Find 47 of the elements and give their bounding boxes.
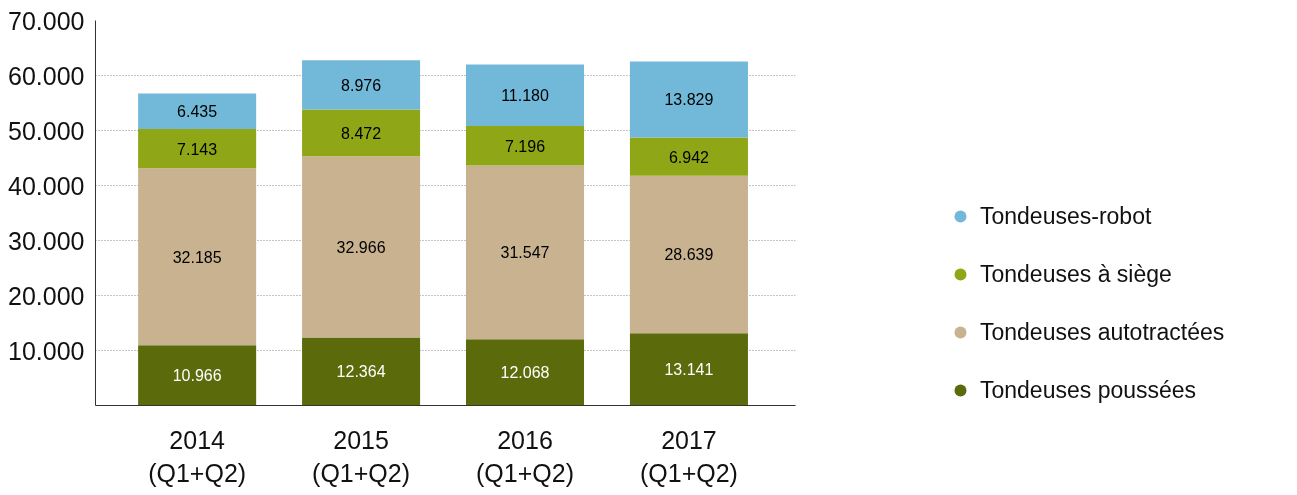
- data-label: 7.196: [504, 137, 546, 155]
- y-tick-label: 50.000: [8, 116, 85, 145]
- bar: [465, 126, 585, 166]
- data-label: 28.639: [664, 246, 714, 264]
- x-tick-label: 2015 (Q1+Q2): [312, 425, 411, 488]
- legend-label: Tondeuses autotractées: [980, 318, 1225, 346]
- bar: [302, 156, 421, 338]
- bar: [302, 60, 421, 110]
- data-label: 13.829: [664, 91, 714, 109]
- data-label: 12.068: [500, 364, 550, 382]
- bar: [138, 93, 257, 129]
- y-tick-label: 20.000: [8, 281, 85, 310]
- bar: [465, 165, 585, 340]
- y-tick-label: 40.000: [8, 171, 85, 200]
- y-tick-label: 70.000: [8, 6, 85, 35]
- data-label: 11.180: [501, 87, 549, 105]
- data-label: 32.966: [336, 238, 386, 256]
- data-label: 10.966: [172, 367, 222, 385]
- bar: [302, 109, 421, 157]
- bar: [302, 337, 421, 406]
- bar: [629, 175, 748, 334]
- y-tick-label: 10.000: [8, 336, 85, 365]
- x-tick-label: 2014 (Q1+Q2): [148, 425, 247, 488]
- bar: [138, 168, 257, 346]
- bar: [629, 137, 748, 176]
- legend-label: Tondeuses-robot: [980, 202, 1152, 230]
- data-label: 6.435: [177, 103, 218, 121]
- data-label: 7.143: [177, 140, 218, 158]
- bar: [138, 345, 257, 406]
- bar: [138, 128, 257, 169]
- bar: [629, 333, 748, 406]
- x-tick-label: 2017 (Q1+Q2): [639, 425, 738, 488]
- data-label: 8.472: [341, 124, 382, 142]
- y-tick-label: 30.000: [8, 226, 85, 255]
- data-label: 32.185: [172, 248, 222, 266]
- data-label: 8.976: [341, 76, 382, 94]
- data-label: 6.942: [668, 148, 710, 166]
- legend-label: Tondeuses à siège: [980, 260, 1172, 288]
- bar: [629, 61, 748, 138]
- data-label: 12.364: [336, 363, 386, 381]
- y-tick-label: 60.000: [8, 61, 85, 90]
- data-label: 13.141: [664, 361, 714, 379]
- bar: [465, 339, 585, 406]
- legend-label: Tondeuses poussées: [980, 376, 1197, 404]
- data-label: 31.547: [500, 244, 550, 262]
- bar: [465, 64, 585, 127]
- x-tick-label: 2016 (Q1+Q2): [476, 425, 574, 488]
